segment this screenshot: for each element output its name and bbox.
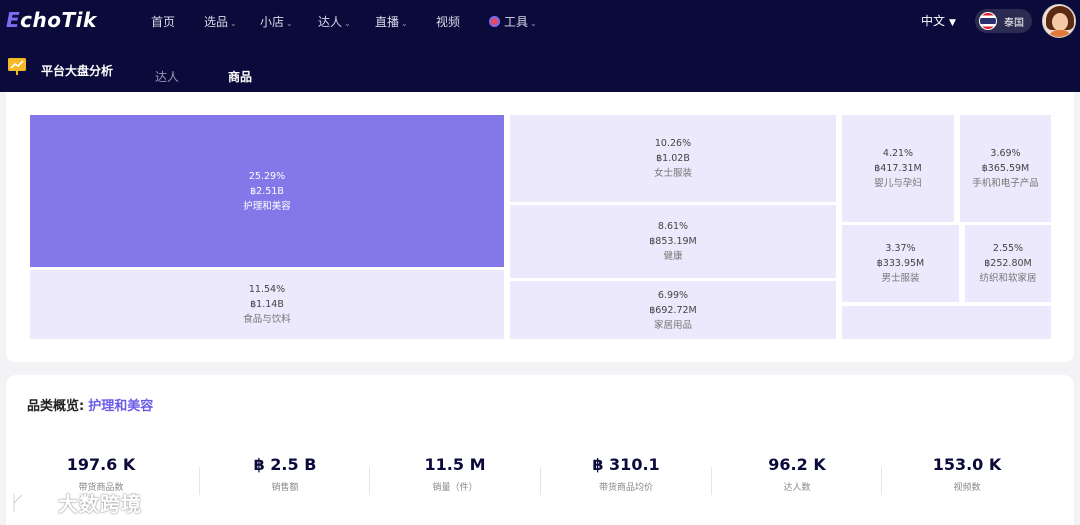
metric-creators: 96.2 K 达人数 — [768, 455, 826, 493]
chevron-down-icon: ⌄ — [286, 19, 293, 28]
metric-avg-price: ฿ 310.1 带货商品均价 — [592, 455, 660, 493]
tab-products[interactable]: 商品 — [228, 70, 253, 94]
sub-header: 平台大盘分析 达人 商品 — [0, 44, 1080, 94]
tab-creators[interactable]: 达人 — [155, 70, 180, 84]
watermark-logo-icon — [12, 492, 48, 513]
thailand-flag-icon — [979, 12, 997, 30]
nav-item-tools[interactable]: 工具 ⌄ — [489, 13, 537, 30]
chevron-down-icon: ⌄ — [344, 19, 351, 28]
metric-divider — [540, 467, 541, 495]
category-treemap-card: 25.29% ฿2.51B 护理和美容 11.54% ฿1.14B 食品与饮料 10.2… — [6, 92, 1074, 362]
treemap-cell-menswear[interactable]: 3.37% ฿333.95M 男士服装 — [842, 225, 959, 302]
nav-item-creators[interactable]: 达人 ⌄ — [318, 15, 351, 29]
metric-videos: 153.0 K 视频数 — [932, 455, 1002, 493]
chevron-down-icon: ⌄ — [230, 19, 237, 28]
metric-divider — [199, 467, 200, 495]
language-selector[interactable]: 中文 ▼ — [921, 14, 956, 28]
nav-item-product-selection[interactable]: 选品 ⌄ — [204, 15, 237, 29]
treemap-cell-household[interactable]: 6.99% ฿692.72M 家居用品 — [510, 281, 836, 339]
tools-icon — [489, 16, 500, 27]
top-navigation: EchoTik 首页 选品 ⌄ 小店 ⌄ 达人 ⌄ 直播 ⌄ 视频 工具 ⌄ 中文 ▼ 泰国 — [0, 0, 1080, 44]
user-avatar[interactable] — [1042, 4, 1076, 38]
chevron-down-icon: ⌄ — [530, 19, 537, 28]
nav-item-live[interactable]: 直播 ⌄ — [375, 15, 408, 29]
treemap-cell-health[interactable]: 8.61% ฿853.19M 健康 — [510, 205, 836, 278]
category-overview-card: 品类概览: 护理和美容 197.6 K 带货商品数 ฿ 2.5 B 销售额 11.5 … — [6, 375, 1074, 525]
metric-divider — [881, 467, 882, 495]
chart-board-icon — [8, 58, 26, 75]
overview-category: 护理和美容 — [88, 399, 154, 414]
country-selector[interactable]: 泰国 — [975, 9, 1032, 33]
metric-products: 197.6 K 带货商品数 — [66, 455, 136, 493]
treemap-cell-electronics[interactable]: 3.69% ฿365.59M 手机和电子产品 — [960, 115, 1051, 222]
echotik-logo[interactable]: EchoTik — [6, 8, 97, 32]
page-title: 平台大盘分析 — [41, 64, 114, 78]
overview-title: 品类概览: 护理和美容 — [27, 399, 154, 414]
treemap-cell-textiles[interactable]: 2.55% ฿252.80M 纺织和软家居 — [965, 225, 1051, 302]
nav-item-video[interactable]: 视频 — [436, 15, 461, 29]
treemap-cell-beauty[interactable]: 25.29% ฿2.51B 护理和美容 — [30, 115, 504, 267]
nav-item-home[interactable]: 首页 — [151, 15, 176, 29]
treemap-cell-baby[interactable]: 4.21% ฿417.31M 婴儿与孕妇 — [842, 115, 954, 222]
treemap-cell-other[interactable] — [842, 306, 1051, 339]
country-label: 泰国 — [1004, 18, 1024, 29]
metric-units-sold: 11.5 M 销量（件） — [424, 455, 486, 493]
metric-sales-amount: ฿ 2.5 B 销售额 — [253, 455, 317, 493]
caret-down-icon: ▼ — [949, 18, 956, 28]
treemap-cell-food[interactable]: 11.54% ฿1.14B 食品与饮料 — [30, 270, 504, 339]
treemap-cell-womenswear[interactable]: 10.26% ฿1.02B 女士服装 — [510, 115, 836, 202]
chevron-down-icon: ⌄ — [401, 19, 408, 28]
nav-item-shop[interactable]: 小店 ⌄ — [260, 15, 293, 29]
watermark-text: 大数跨境 — [58, 492, 142, 516]
metric-divider — [369, 467, 370, 495]
metric-divider — [711, 467, 712, 495]
watermark: 大数跨境 — [10, 488, 142, 517]
